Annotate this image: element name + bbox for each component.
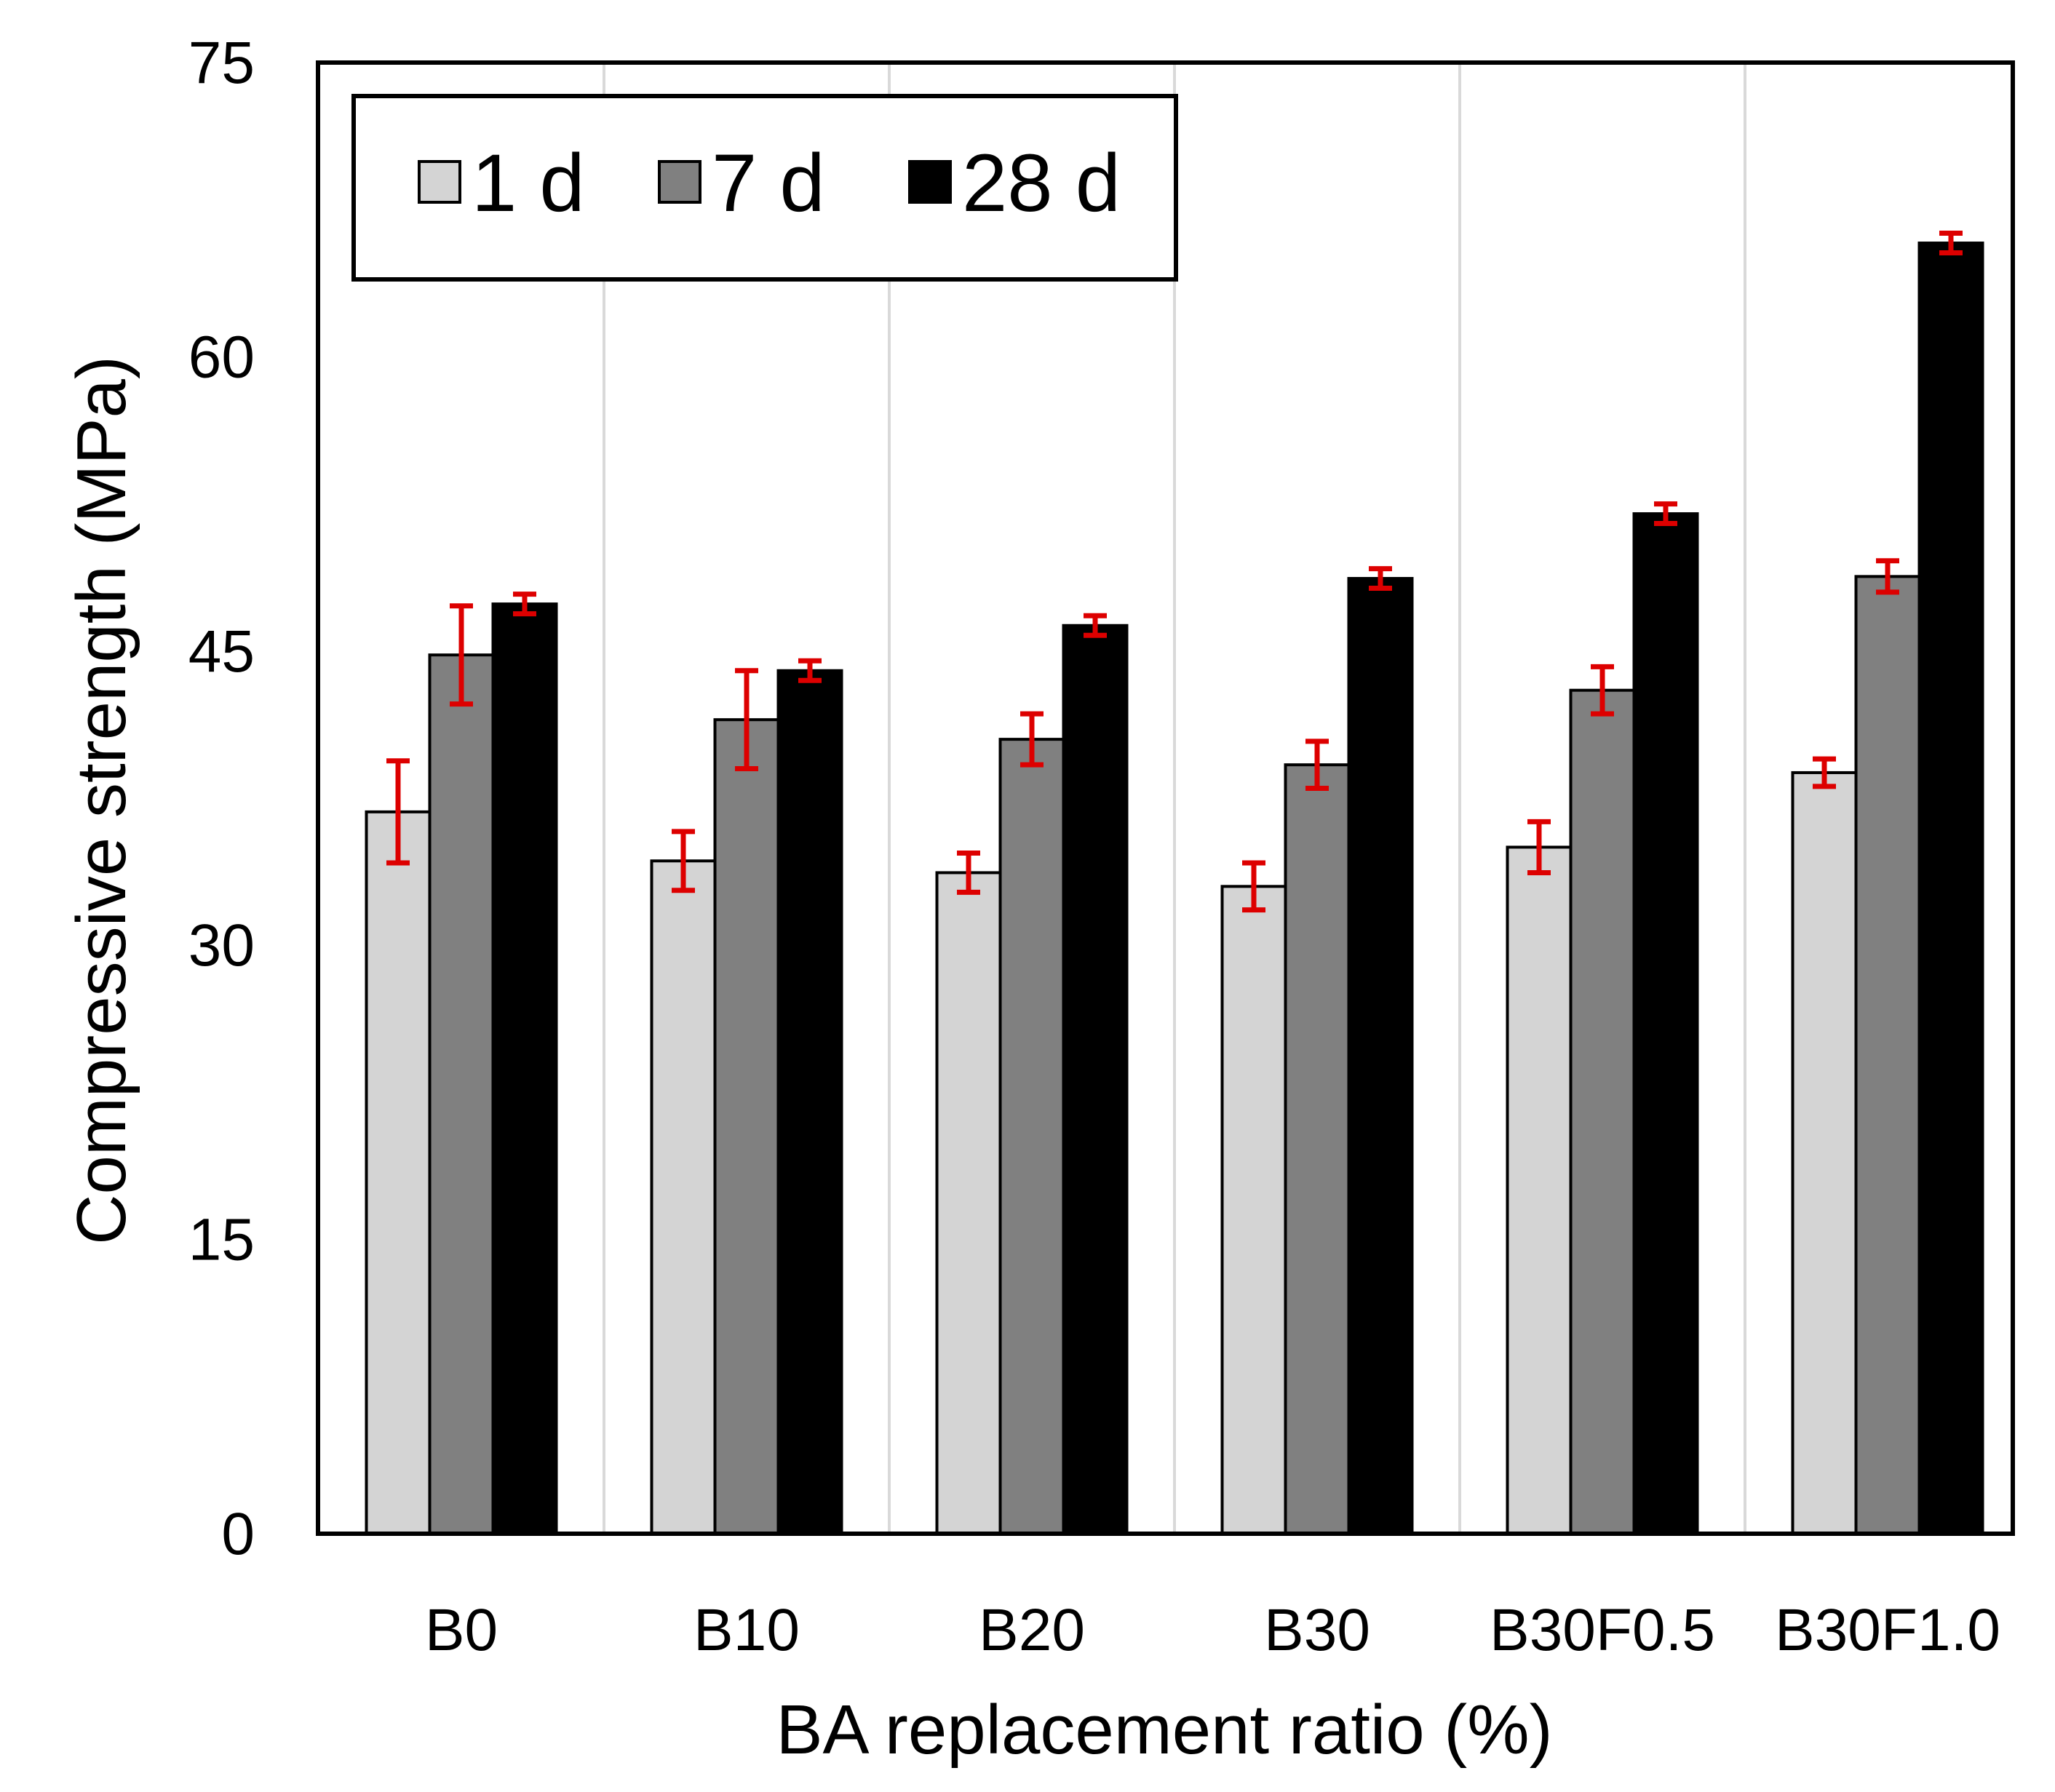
x-category-label: B30F0.5 bbox=[1490, 1597, 1715, 1663]
error-bars bbox=[386, 231, 1963, 913]
x-category-label: B30F1.0 bbox=[1775, 1597, 2000, 1663]
error-bar-1d-B10 bbox=[672, 829, 695, 893]
error-bar-1d-B0 bbox=[386, 758, 410, 866]
x-category-label: B10 bbox=[693, 1597, 800, 1663]
legend-swatch-1d bbox=[418, 160, 461, 204]
bar-7d-B10 bbox=[713, 718, 780, 1535]
bar-7d-B30 bbox=[1284, 763, 1351, 1535]
y-axis-title: Compressive strength (MPa) bbox=[63, 356, 140, 1245]
error-bar-28d-B0 bbox=[513, 592, 536, 617]
error-bar-1d-B30F0.5 bbox=[1527, 819, 1551, 875]
bar-7d-B30F0.5 bbox=[1569, 688, 1636, 1535]
x-category-label: B30 bbox=[1264, 1597, 1370, 1663]
bar-1d-B10 bbox=[650, 859, 717, 1535]
x-category-label: B0 bbox=[425, 1597, 498, 1663]
error-bar-7d-B10 bbox=[735, 668, 758, 772]
bar-7d-B0 bbox=[428, 653, 495, 1535]
error-bar-28d-B30F0.5 bbox=[1654, 501, 1677, 527]
y-tick-label: 0 bbox=[221, 1501, 255, 1567]
bars bbox=[365, 242, 1984, 1536]
error-bar-28d-B30F1.0 bbox=[1939, 231, 1963, 256]
legend-swatch-28d bbox=[908, 160, 952, 204]
bar-1d-B30 bbox=[1220, 885, 1287, 1535]
x-axis-category-labels: B0 B10 B20 B30 B30F0.5 B30F1.0 bbox=[425, 1597, 2000, 1663]
error-bar-28d-B10 bbox=[798, 658, 822, 683]
legend: 1 d 7 d 28 d bbox=[351, 94, 1178, 282]
category-separators bbox=[603, 63, 1746, 1534]
legend-frame bbox=[351, 94, 1178, 282]
bar-7d-B30F1.0 bbox=[1854, 575, 1921, 1535]
y-tick-label: 60 bbox=[188, 324, 255, 390]
bar-28d-B30 bbox=[1347, 577, 1414, 1535]
bar-28d-B0 bbox=[491, 602, 558, 1536]
x-axis-title: BA replacement ratio (%) bbox=[776, 1691, 1552, 1769]
error-bar-1d-B30 bbox=[1242, 860, 1265, 913]
error-bar-1d-B30F1.0 bbox=[1813, 756, 1836, 789]
error-bar-7d-B30F1.0 bbox=[1876, 558, 1899, 595]
error-bar-7d-B0 bbox=[450, 603, 473, 707]
bar-1d-B30F0.5 bbox=[1506, 845, 1573, 1535]
error-bar-7d-B30F0.5 bbox=[1591, 664, 1614, 717]
bar-28d-B20 bbox=[1062, 624, 1129, 1536]
bar-1d-B20 bbox=[935, 871, 1002, 1535]
legend-swatch-7d bbox=[658, 160, 701, 204]
bar-28d-B30F1.0 bbox=[1917, 242, 1984, 1536]
legend-label-28d: 28 d bbox=[962, 138, 1121, 228]
error-bar-28d-B20 bbox=[1084, 613, 1107, 638]
bar-7d-B20 bbox=[998, 738, 1065, 1535]
y-tick-label: 15 bbox=[188, 1207, 255, 1273]
error-bar-7d-B30 bbox=[1305, 738, 1329, 792]
x-category-label: B20 bbox=[979, 1597, 1085, 1663]
legend-label-1d: 1 d bbox=[472, 138, 585, 228]
y-tick-label: 45 bbox=[188, 618, 255, 685]
y-tick-label: 30 bbox=[188, 912, 255, 979]
bar-1d-B0 bbox=[365, 810, 432, 1535]
error-bar-28d-B30 bbox=[1369, 566, 1392, 592]
bar-28d-B30F0.5 bbox=[1632, 512, 1699, 1536]
error-bar-7d-B20 bbox=[1020, 711, 1044, 768]
error-bar-1d-B20 bbox=[957, 850, 980, 895]
y-axis-ticks: 0 15 30 45 60 75 bbox=[188, 30, 255, 1567]
bar-1d-B30F1.0 bbox=[1791, 770, 1858, 1535]
legend-label-7d: 7 d bbox=[712, 138, 825, 228]
y-tick-label: 75 bbox=[188, 30, 255, 96]
bar-28d-B10 bbox=[776, 669, 843, 1535]
